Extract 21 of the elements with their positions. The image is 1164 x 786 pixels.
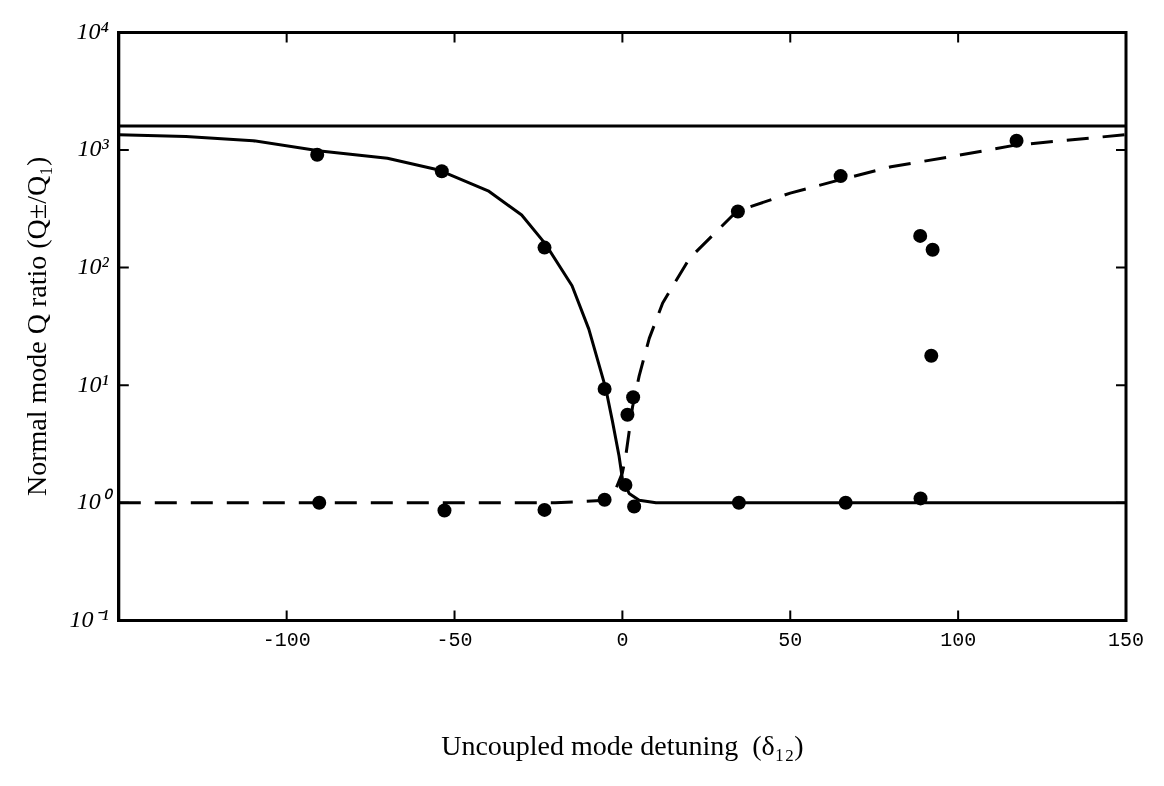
y-tick-label: 10³	[77, 135, 110, 162]
x-axis-title: Uncoupled mode detuning (δ₁₂)	[441, 729, 804, 761]
point	[924, 348, 939, 363]
y-tick-label: 10¹	[77, 370, 109, 397]
y-axis-title: Normal mode Q ratio (Q±/Q₁)	[21, 156, 53, 497]
x-tick-label: 150	[1107, 628, 1145, 652]
point	[913, 228, 928, 243]
y-tick-label: 10⁻¹	[69, 605, 109, 632]
y-tick-label: 10⁰	[76, 488, 114, 515]
x-tick-label: -50	[436, 628, 473, 652]
point	[925, 242, 940, 257]
point	[437, 503, 452, 518]
x-tick-label: 0	[616, 628, 629, 652]
point	[627, 499, 642, 514]
point	[833, 169, 848, 184]
point	[537, 502, 552, 517]
y-tick-label: 10²	[77, 252, 110, 279]
x-tick-label: 100	[940, 628, 977, 652]
x-tick-label: -100	[262, 628, 311, 652]
y-tick-label: 10⁴	[76, 17, 109, 44]
x-tick-label: 50	[778, 628, 803, 652]
